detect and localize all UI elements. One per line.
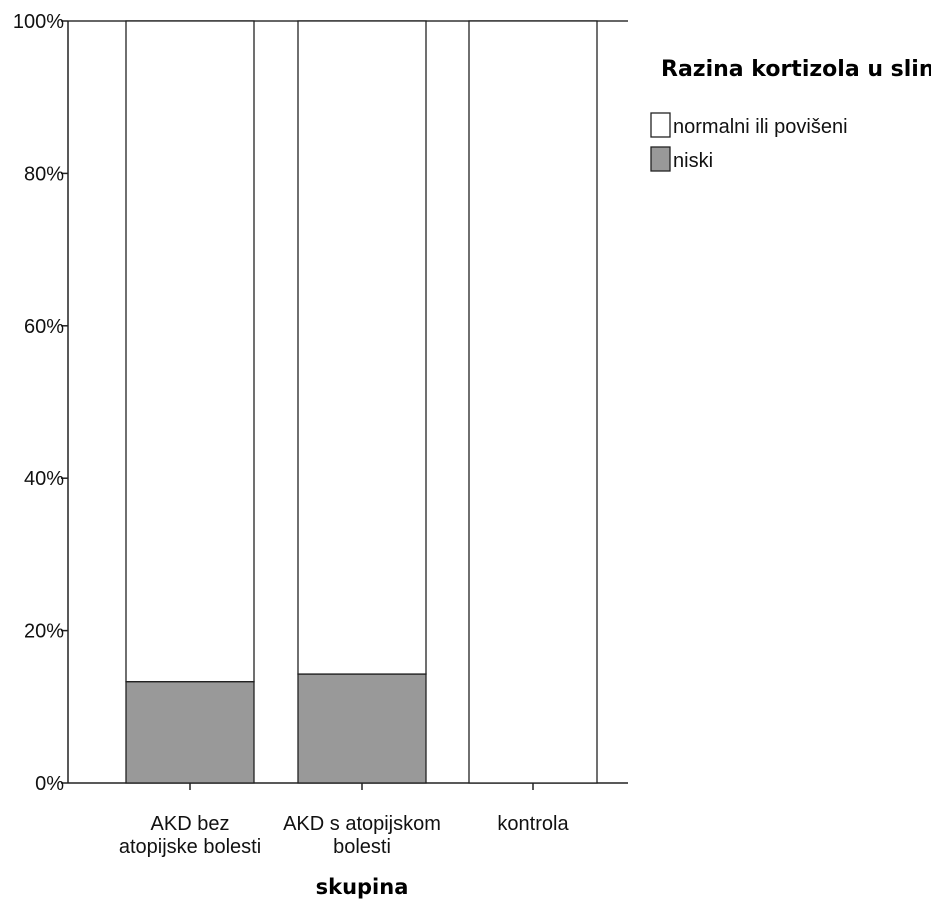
bar-segment xyxy=(468,20,598,784)
bar-segment xyxy=(125,20,255,683)
legend-swatch xyxy=(650,146,671,172)
bar-segment xyxy=(297,673,427,784)
y-tick-label: 60% xyxy=(24,316,64,338)
y-tick-label: 20% xyxy=(24,621,64,643)
x-axis-title: skupina xyxy=(316,875,409,899)
y-tick-label: 0% xyxy=(35,773,64,795)
legend-item-label: normalni ili povišeni xyxy=(673,116,848,138)
bar-segment xyxy=(125,681,255,784)
x-tick-label-line: atopijske bolesti xyxy=(119,836,261,858)
y-tick-label: 100% xyxy=(13,11,64,33)
legend-item-label: niski xyxy=(673,150,713,172)
plot-area: 0% 20% 40% 60% 80% 100% AKD bez atopijske boles… xyxy=(13,11,628,858)
x-tick-label: AKD s atopijskom bolesti xyxy=(283,813,441,858)
x-tick-label: kontrola xyxy=(497,813,569,835)
x-tick-label-line: AKD bez xyxy=(151,813,230,835)
legend-swatch xyxy=(650,112,671,138)
y-tick-label: 40% xyxy=(24,468,64,490)
x-tick-label-line: AKD s atopijskom xyxy=(283,813,441,835)
bar-segment xyxy=(297,20,427,675)
legend: Razina kortizola u slini normalni ili po… xyxy=(650,57,931,172)
x-tick-label-line: kontrola xyxy=(497,813,569,835)
x-tick-label: AKD bez atopijske bolesti xyxy=(119,813,261,858)
y-tick-label: 80% xyxy=(24,163,64,185)
legend-items: normalni ili povišeni niski xyxy=(650,112,848,172)
legend-title: Razina kortizola u slini xyxy=(661,57,931,82)
x-tick-label-line: bolesti xyxy=(333,836,391,858)
